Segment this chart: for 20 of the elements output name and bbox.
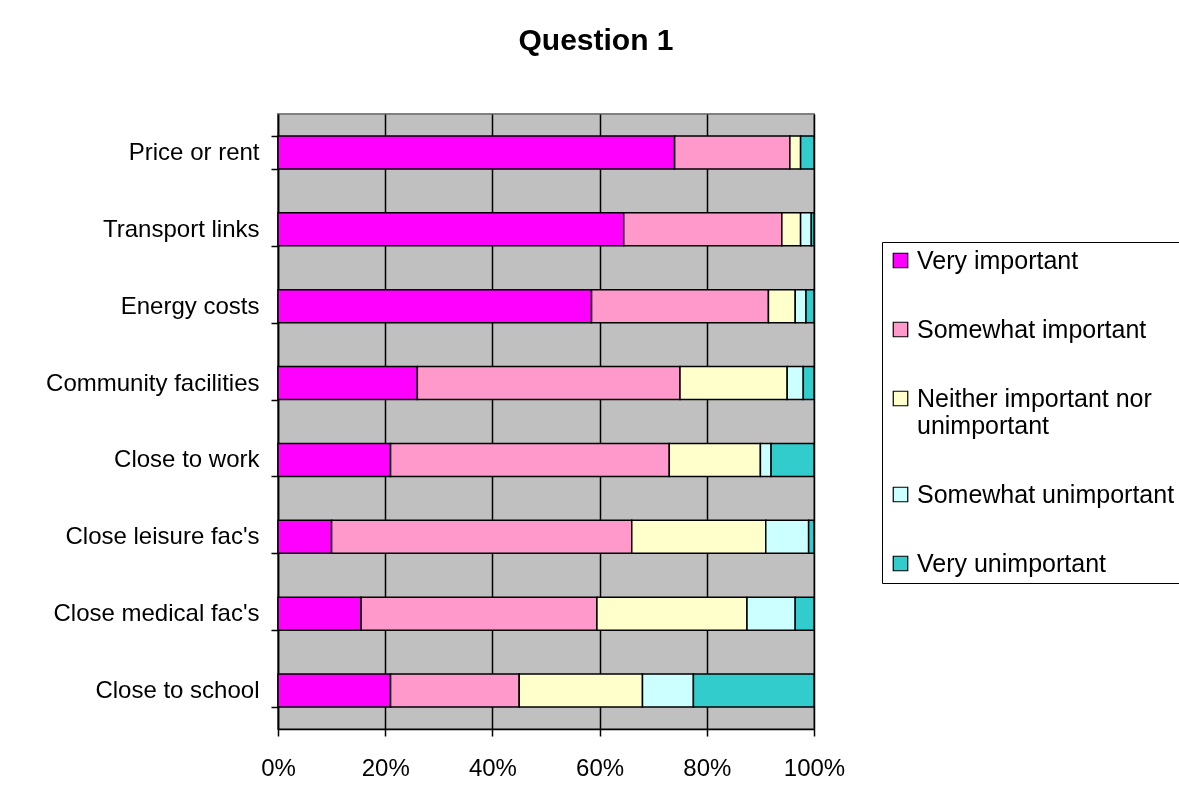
x-tick-label: 0%	[261, 753, 296, 781]
y-tick-label: Energy costs	[120, 291, 260, 319]
y-tick-label: Close medical fac's	[53, 599, 260, 627]
y-tick-label: Community facilities	[46, 368, 260, 396]
x-tick-label: 20%	[361, 753, 410, 781]
y-tick-label: Close leisure fac's	[65, 522, 260, 550]
chart-title: Question 1	[518, 23, 674, 56]
legend-label: Somewhat unimportant	[917, 479, 1175, 508]
y-tick-label: Transport links	[103, 214, 260, 242]
x-tick-label: 40%	[468, 753, 517, 781]
legend-label: Very important	[917, 245, 1079, 274]
y-tick-label: Price or rent	[128, 137, 260, 165]
legend-label: Very unimportant	[917, 548, 1107, 577]
legend-label: Neither important nor unimportant	[917, 383, 1152, 439]
y-tick-label: Close to school	[95, 676, 260, 704]
x-tick-label: 60%	[576, 753, 625, 781]
y-tick-label: Close to work	[114, 445, 261, 473]
x-tick-label: 100%	[783, 753, 846, 781]
legend-label: Somewhat important	[917, 314, 1147, 343]
x-tick-label: 80%	[683, 753, 732, 781]
